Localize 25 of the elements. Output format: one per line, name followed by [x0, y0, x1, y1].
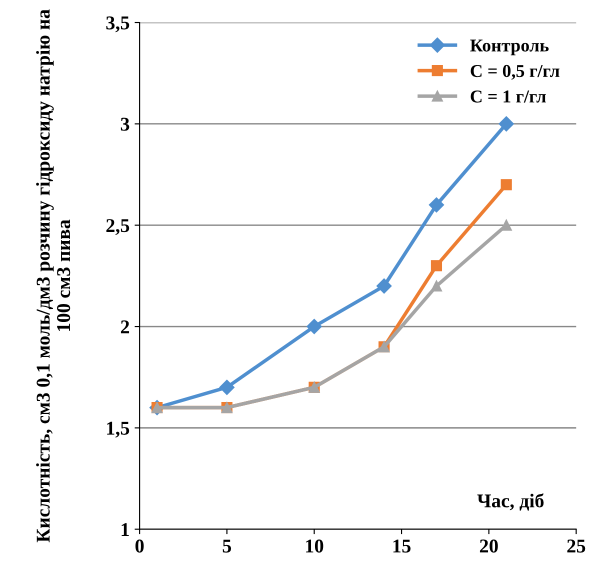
x-axis-title: Час, діб	[477, 493, 544, 511]
x-tick-label: 15	[393, 540, 411, 553]
y-tick-label: 2,5	[106, 219, 130, 235]
point	[219, 380, 234, 395]
legend-label: C = 1 г/гл	[470, 90, 546, 103]
legend-label: C = 0,5 г/гл	[470, 64, 560, 80]
y-tick-label: 3,5	[106, 16, 130, 32]
x-tick-label: 25	[567, 540, 586, 553]
y-tick-label: 3	[120, 118, 130, 131]
point	[376, 278, 392, 294]
point	[306, 318, 322, 334]
point	[428, 197, 444, 212]
y-axis-title: Кислотність, см3 0,1 моль/дм3 розчину гідроксиду натрію на 100 см3 пива	[36, 9, 70, 542]
point	[430, 280, 442, 292]
x-tick-label: 10	[306, 540, 324, 553]
point	[498, 116, 514, 132]
x-tick-label: 0	[135, 540, 144, 553]
y-tick-label: 2	[120, 320, 130, 334]
y-tick-label: 1,5	[107, 422, 130, 438]
point	[430, 260, 442, 272]
point	[500, 179, 512, 190]
x-tick-label: 20	[480, 540, 498, 553]
legend-label: Контроль	[470, 40, 549, 56]
x-tick-label: 5	[222, 540, 232, 553]
y-tick-label: 1	[122, 523, 129, 536]
